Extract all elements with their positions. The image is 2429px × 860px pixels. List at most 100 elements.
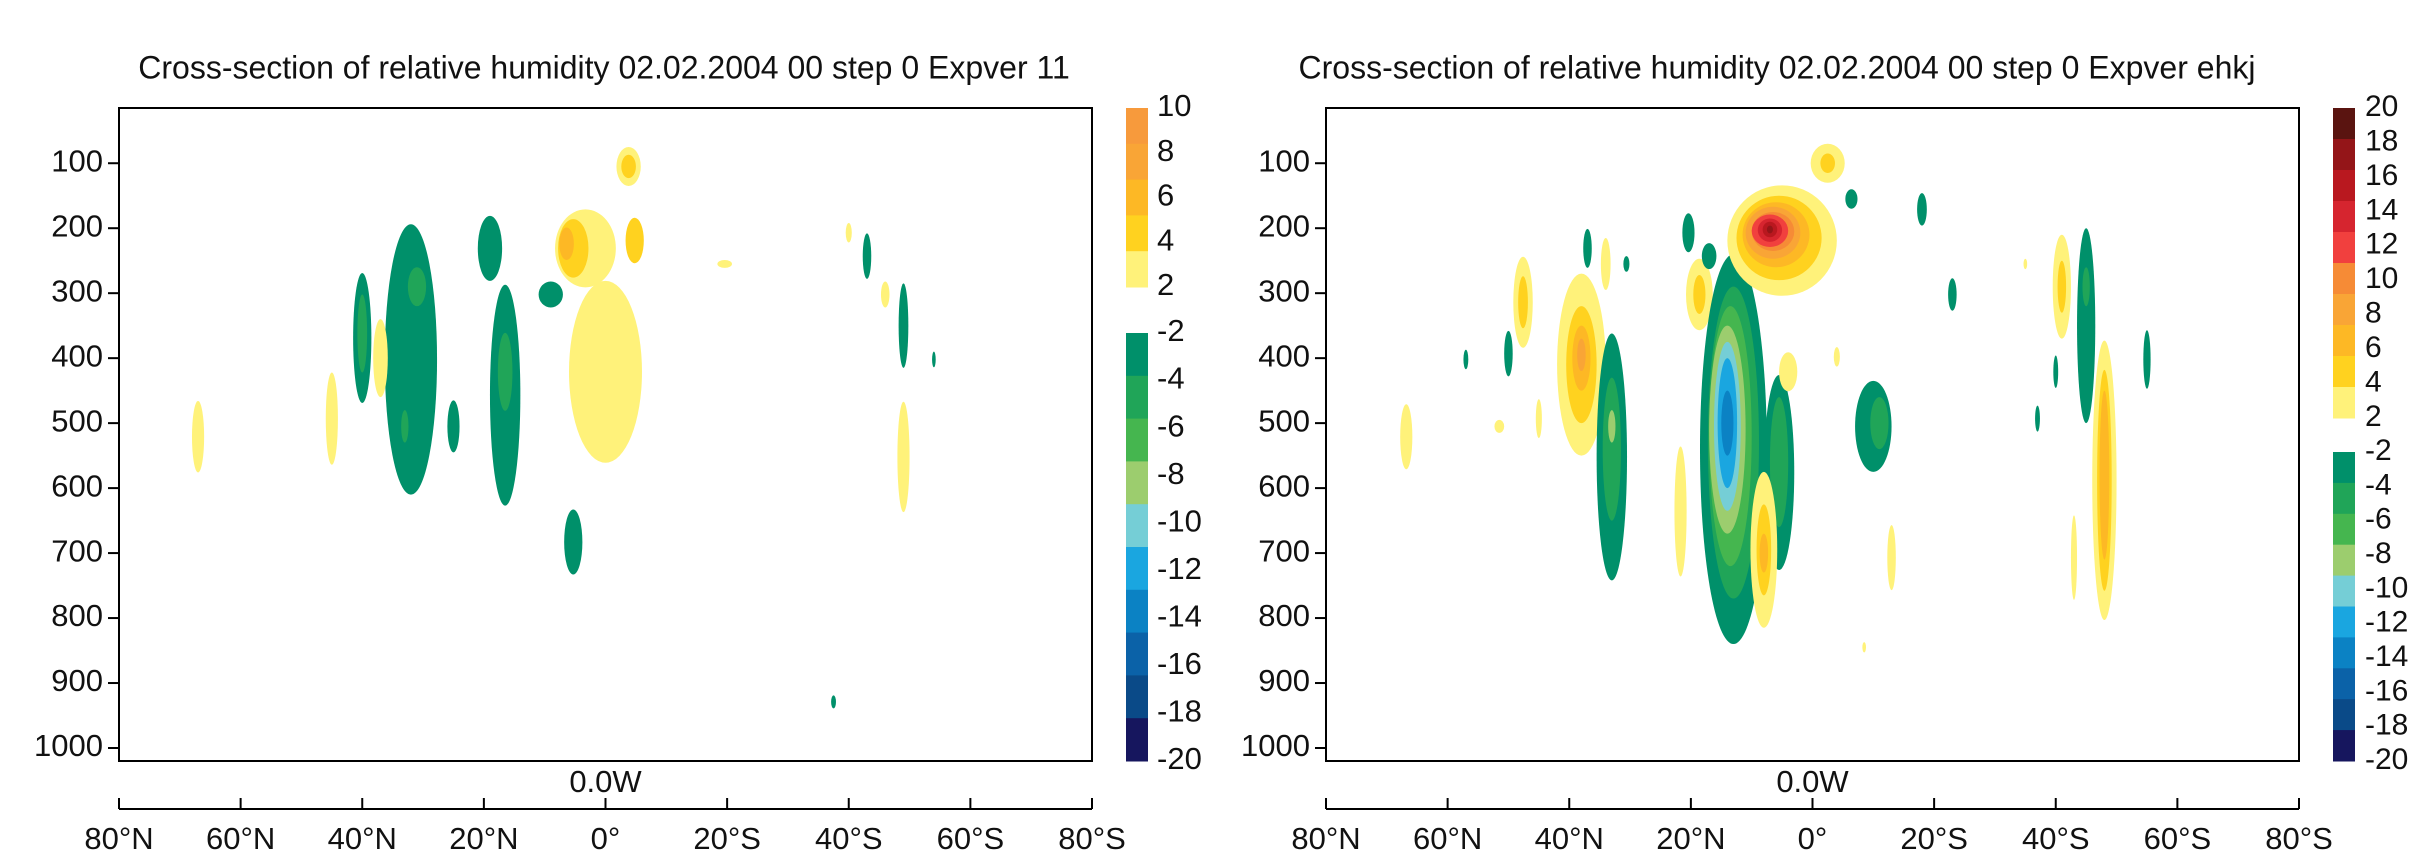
contour-region: [2057, 260, 2067, 313]
colorbar-label: 4: [2365, 365, 2382, 398]
contour-region: [1779, 352, 1798, 392]
colorbar-label: -18: [1157, 694, 1202, 729]
colorbar-swatch: [2333, 513, 2355, 546]
x-tick-label: 60°N: [206, 821, 275, 855]
contour-region: [932, 351, 936, 368]
x-tick-label: 60°S: [937, 821, 1005, 855]
y-tick-label: 1000: [1241, 728, 1310, 763]
colorbar-swatch: [1126, 143, 1148, 181]
colorbar-label: -12: [1157, 551, 1202, 586]
colorbar-label: 6: [1157, 178, 1174, 213]
contour-region: [1682, 213, 1695, 253]
colorbar-label: -14: [2365, 640, 2408, 673]
contour-region: [373, 319, 388, 398]
contour-region: [2077, 228, 2096, 424]
x-axis-label: 0.0W: [569, 764, 642, 799]
contour-region: [1766, 225, 1773, 234]
colorbar-swatch: [1126, 251, 1148, 288]
x-axis-label: 0.0W: [1776, 764, 1849, 799]
x-tick-label: 60°N: [1413, 821, 1482, 855]
contour-region: [1887, 525, 1896, 591]
contour-region: [2053, 355, 2059, 389]
colorbar-swatch: [2333, 575, 2355, 607]
colorbar-swatch: [2333, 139, 2355, 171]
colorbar-swatch: [1126, 632, 1148, 676]
contour-region: [717, 260, 732, 268]
y-tick-label: 300: [51, 273, 103, 308]
y-tick-label: 600: [51, 468, 103, 503]
contour-region: [1577, 338, 1586, 372]
contour-region: [1769, 397, 1789, 528]
contour-region: [1862, 642, 1867, 653]
contour-region: [898, 283, 909, 368]
colorbar-label: -14: [1157, 599, 1202, 634]
contour-region: [1623, 256, 1630, 272]
colorbar-label: -8: [2365, 537, 2392, 570]
x-tick-label: 20°S: [693, 821, 761, 855]
colorbar-label: 20: [2365, 90, 2398, 123]
contour-region: [401, 410, 409, 443]
colorbar-label: 2: [2365, 400, 2382, 433]
x-tick-label: 80°S: [2265, 821, 2333, 855]
contour-region: [897, 401, 910, 513]
x-tick-label: 20°S: [1900, 821, 1968, 855]
colorbar-label: -4: [1157, 361, 1185, 396]
colorbar-label: -16: [1157, 646, 1202, 681]
x-tick-label: 80°N: [84, 821, 153, 855]
colorbar-swatch: [2333, 263, 2355, 295]
colorbar-swatch: [2333, 201, 2355, 233]
colorbar-label: -8: [1157, 456, 1185, 491]
y-tick-label: 500: [1258, 403, 1310, 438]
colorbar-swatch: [1126, 179, 1148, 216]
contour-region: [384, 224, 438, 495]
colorbar-swatch: [1126, 675, 1148, 719]
colorbar-label: 8: [1157, 133, 1174, 168]
colorbar-label: -18: [2365, 709, 2408, 742]
colorbar-swatch: [1126, 718, 1148, 762]
contour-region: [1701, 243, 1717, 270]
contour-region: [1674, 446, 1687, 577]
x-tick-label: 40°N: [1535, 821, 1604, 855]
colorbar-label: -6: [1157, 408, 1185, 443]
contour-region: [1400, 404, 1413, 470]
contour-region: [1948, 278, 1957, 311]
colorbar-swatch: [2333, 668, 2355, 700]
contour-region: [497, 332, 513, 411]
colorbar-label: -10: [2365, 571, 2408, 604]
y-tick-label: 700: [51, 533, 103, 568]
colorbar-label: 4: [1157, 222, 1174, 257]
contour-region: [357, 294, 368, 373]
colorbar-label: -2: [1157, 313, 1185, 348]
contour-region: [1917, 193, 1927, 226]
colorbar-swatch: [2333, 294, 2355, 326]
contour-region: [1504, 330, 1513, 377]
y-tick-label: 800: [51, 598, 103, 633]
colorbar-swatch: [2333, 325, 2355, 357]
contour-region: [2023, 258, 2028, 270]
y-tick-label: 600: [1258, 468, 1310, 503]
contour-region: [325, 372, 338, 465]
contour-region: [1845, 189, 1858, 209]
contour-region: [1600, 237, 1611, 290]
y-tick-label: 700: [1258, 533, 1310, 568]
colorbar-swatch: [1126, 589, 1148, 634]
colorbar-label: -6: [2365, 503, 2392, 536]
colorbar-swatch: [2333, 606, 2355, 638]
contour-region: [1608, 410, 1616, 443]
colorbar-label: 10: [2365, 262, 2398, 295]
y-tick-label: 500: [51, 403, 103, 438]
colorbar-swatch: [1126, 333, 1148, 377]
colorbar-swatch: [1126, 461, 1148, 505]
y-tick-label: 100: [51, 143, 103, 178]
y-tick-label: 800: [1258, 598, 1310, 633]
colorbar-label: 8: [2365, 297, 2382, 330]
colorbar-label: 2: [1157, 267, 1174, 302]
y-tick-label: 300: [1258, 273, 1310, 308]
colorbar-swatch: [1126, 504, 1148, 548]
x-tick-label: 80°N: [1291, 821, 1360, 855]
chart-title: Cross-section of relative humidity 02.02…: [138, 49, 1069, 85]
contour-region: [1721, 390, 1734, 456]
colorbar-label: -10: [1157, 503, 1202, 538]
colorbar-label: -20: [2365, 743, 2408, 776]
